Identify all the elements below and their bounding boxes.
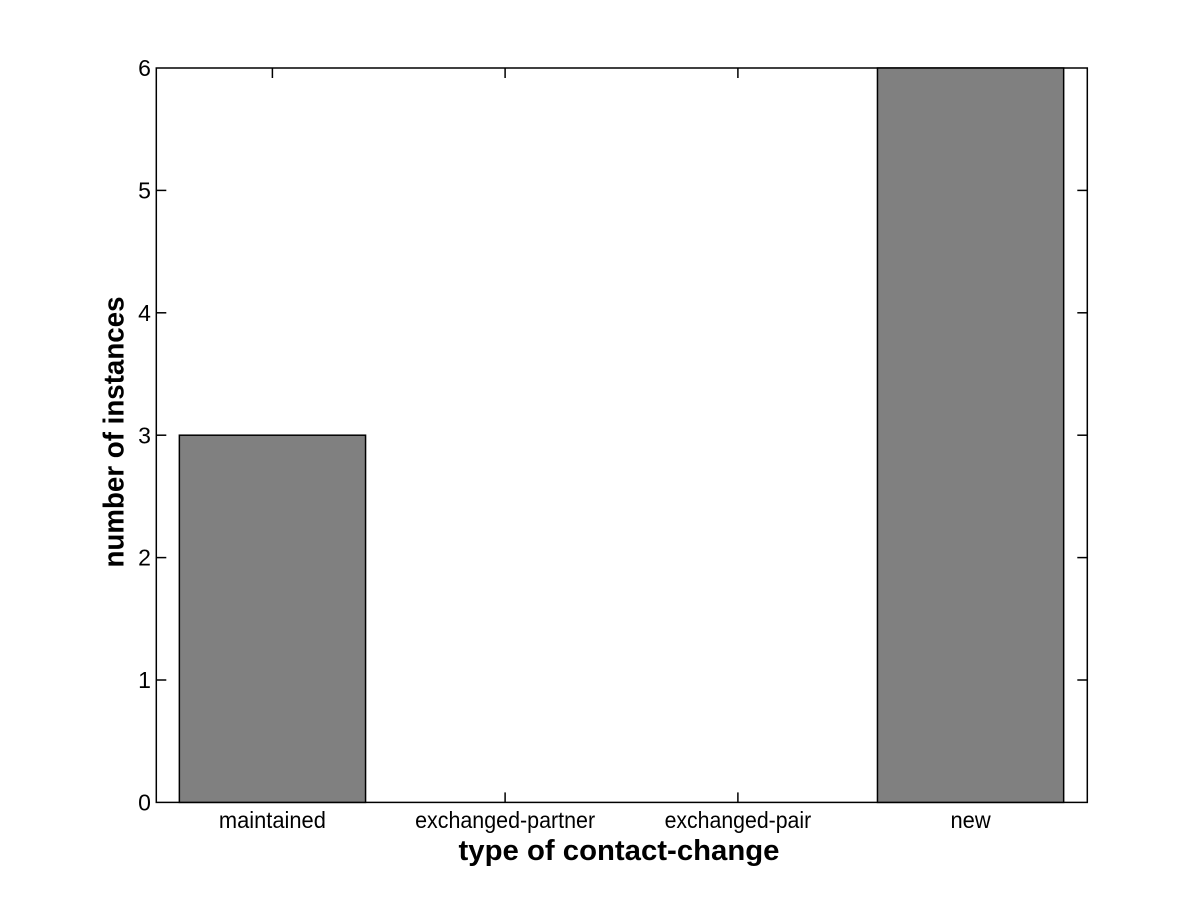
svg-text:4: 4 (138, 300, 151, 326)
svg-text:number of instances: number of instances (98, 297, 130, 568)
svg-text:exchanged-pair: exchanged-pair (665, 807, 812, 833)
svg-text:type of contact-change: type of contact-change (459, 835, 780, 867)
svg-text:exchanged-partner: exchanged-partner (415, 807, 595, 833)
svg-text:5: 5 (138, 178, 151, 204)
svg-text:1: 1 (138, 667, 151, 693)
svg-text:6: 6 (138, 55, 151, 81)
svg-text:2: 2 (138, 545, 151, 571)
svg-text:new: new (951, 807, 992, 833)
svg-text:maintained: maintained (219, 807, 326, 833)
svg-text:3: 3 (138, 422, 151, 448)
svg-text:0: 0 (138, 790, 151, 816)
